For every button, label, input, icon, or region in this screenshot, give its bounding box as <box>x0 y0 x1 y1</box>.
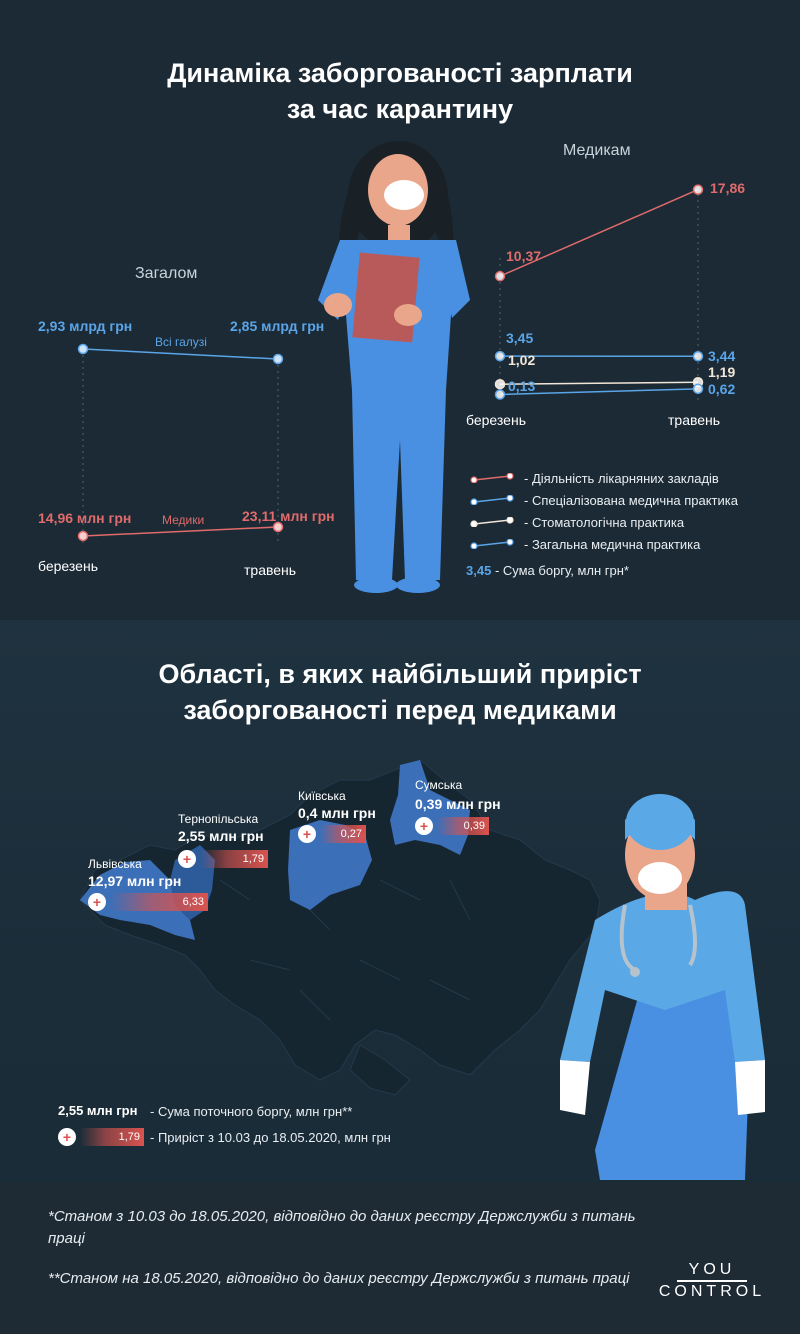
chart1-x-tick-1: березень <box>38 558 98 574</box>
legend-swatch <box>470 473 514 483</box>
chart2-point-3-1 <box>692 383 704 395</box>
plus-icon: + <box>298 825 316 843</box>
nurse-illustration <box>318 141 470 593</box>
plus-icon: + <box>415 817 433 835</box>
footnote-1: *Станом з 10.03 до 18.05.2020, відповідн… <box>48 1208 636 1247</box>
chart2-label-1-start: 3,45 <box>506 330 534 347</box>
chart1-point-med-2 <box>272 521 284 533</box>
chart2-label-2-end: 1,19 <box>708 364 736 381</box>
legend-label: - Діяльність лікарняних закладів <box>524 470 719 486</box>
legend-label: - Стоматологічна практика <box>524 514 685 530</box>
chart2-line-0 <box>499 188 699 277</box>
chart1-label-all-1: 2,93 млрд грн <box>38 318 133 334</box>
growth-bar-ternopil: 1,79 <box>200 850 268 868</box>
logo-bottom: CONTROL <box>658 1283 766 1300</box>
chart1-point-med-1 <box>77 530 89 542</box>
chart2-line-2 <box>499 381 699 385</box>
legend-label: - Загальна медична практика <box>524 536 701 552</box>
map-legend-growth-text: - Приріст з 10.03 до 18.05.2020, млн грн <box>150 1130 391 1145</box>
chart1-title: Загалом <box>135 265 198 282</box>
chart2-label-3-end: 0,62 <box>708 380 736 397</box>
chart2-point-1-1 <box>692 350 704 362</box>
footnote-2: **Станом на 18.05.2020, відповідно до да… <box>48 1270 630 1287</box>
chart1-label-all-2: 2,85 млрд грн <box>230 318 325 334</box>
chart2-point-3-0 <box>494 389 506 400</box>
chart2-legend-item-3: - Загальна медична практика <box>470 534 700 554</box>
chart1-line-med <box>82 526 279 537</box>
region-debt-sumy: 0,39 млн грн <box>415 796 501 812</box>
chart2-note-text: - Сума боргу, млн грн* <box>494 563 629 578</box>
legend-swatch <box>470 517 514 527</box>
plus-icon: + <box>178 850 196 868</box>
chart2-point-1-0 <box>494 350 506 362</box>
region-growth-lviv: + 6,33 <box>88 893 208 911</box>
chart2-label-0-start: 10,37 <box>506 248 542 265</box>
youcontrol-logo: YOU CONTROL <box>656 1262 768 1302</box>
chart1-line-all <box>82 348 279 360</box>
plus-icon: + <box>58 1128 76 1146</box>
chart2-x-tick-1: березень <box>466 412 526 428</box>
legend-swatch <box>470 495 514 505</box>
region-growth-kyiv: + 0,27 <box>298 825 366 843</box>
chart2-note-value: 3,45 <box>466 563 492 578</box>
growth-bar-lviv: 6,33 <box>110 893 208 911</box>
growth-bar-sumy: 0,39 <box>437 817 489 835</box>
region-debt-kyiv: 0,4 млн грн <box>298 805 376 821</box>
chart2-label-1-end: 3,44 <box>708 348 736 365</box>
chart1-label-med-2: 23,11 млн грн <box>242 508 335 524</box>
region-name-lviv: Львівська <box>88 857 142 871</box>
chart2-legend-item-1: - Спеціалізована медична практика <box>470 490 738 510</box>
chart1-series-all-name: Всі галузі <box>155 335 207 349</box>
logo-top: YOU <box>677 1262 747 1282</box>
legend-label: - Спеціалізована медична практика <box>524 492 738 508</box>
region-debt-lviv: 12,97 млн грн <box>88 873 182 889</box>
chart2-label-3-start: 0,13 <box>508 378 536 395</box>
doctor-illustration <box>560 794 765 1180</box>
region-name-kyiv: Київська <box>298 789 346 803</box>
section1-title-line1: Динаміка заборгованості зарплати <box>167 58 633 88</box>
chart2-legend-item-2: - Стоматологічна практика <box>470 512 684 532</box>
region-growth-sumy: + 0,39 <box>415 817 489 835</box>
section2-title-line2: заборгованості перед медиками <box>183 695 617 725</box>
region-name-sumy: Сумська <box>415 778 463 792</box>
plus-icon: + <box>88 893 106 911</box>
chart1-label-med-1: 14,96 млн грн <box>38 510 132 526</box>
footer <box>0 1182 800 1334</box>
chart1-x-tick-2: травень <box>244 562 297 578</box>
chart2-title: Медикам <box>563 142 631 159</box>
section2-title-line1: Області, в яких найбільший приріст <box>158 659 642 689</box>
map-legend-growth-sample: 1,79 <box>80 1128 144 1146</box>
map-legend-debt-sample: 2,55 млн грн <box>58 1103 138 1118</box>
chart2-x-tick-2: травень <box>668 412 721 428</box>
chart2-point-0-1 <box>692 184 704 195</box>
chart2-point-2-0 <box>494 378 506 390</box>
region-debt-ternopil: 2,55 млн грн <box>178 828 264 844</box>
region-name-ternopil: Тернопільська <box>178 812 259 826</box>
chart2-label-2-start: 1,02 <box>508 352 536 369</box>
map-legend-growth-badge: + 1,79 <box>58 1128 144 1146</box>
chart2-label-0-end: 17,86 <box>710 179 746 196</box>
chart1-point-all-2 <box>272 353 284 365</box>
chart2-note: 3,45 - Сума боргу, млн грн* <box>466 563 629 578</box>
chart2-legend-item-0: - Діяльність лікарняних закладів <box>470 468 719 488</box>
chart1-series-med-name: Медики <box>162 513 205 527</box>
legend-swatch <box>470 539 514 549</box>
chart1-point-all-1 <box>77 343 89 355</box>
growth-bar-kyiv: 0,27 <box>320 825 366 843</box>
map-legend-debt-text: - Сума поточного боргу, млн грн** <box>150 1104 353 1119</box>
chart2-point-0-0 <box>494 270 506 282</box>
chart2-line-3 <box>499 388 699 396</box>
region-growth-ternopil: + 1,79 <box>178 850 268 868</box>
section1-title-line2: за час карантину <box>286 94 514 124</box>
